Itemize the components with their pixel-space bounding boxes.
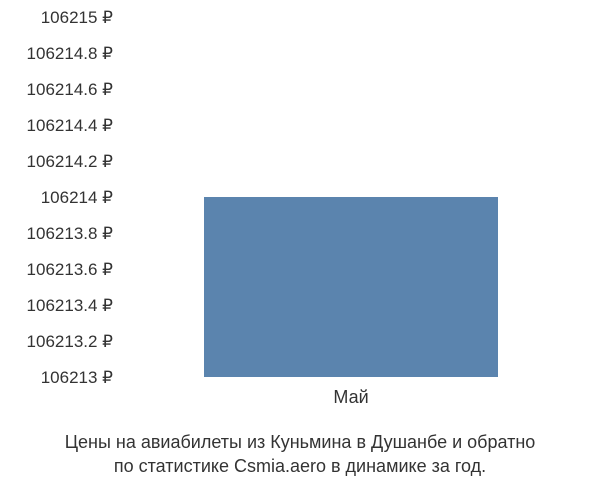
plot-area: 106215 ₽106214.8 ₽106214.6 ₽106214.4 ₽10…: [120, 18, 580, 378]
x-tick-label: Май: [333, 387, 368, 408]
y-tick-label: 106214 ₽: [41, 188, 113, 208]
y-tick-label: 106213 ₽: [41, 368, 113, 388]
y-tick-label: 106214.2 ₽: [27, 152, 113, 172]
caption-line-1: Цены на авиабилеты из Куньмина в Душанбе…: [65, 432, 536, 452]
y-tick-label: 106213.2 ₽: [27, 332, 113, 352]
y-tick-label: 106215 ₽: [41, 8, 113, 28]
caption-line-2: по статистике Csmia.aero в динамике за г…: [114, 456, 486, 476]
price-chart: 106215 ₽106214.8 ₽106214.6 ₽106214.4 ₽10…: [0, 18, 600, 378]
y-tick-label: 106213.6 ₽: [27, 260, 113, 280]
y-tick-label: 106214.8 ₽: [27, 44, 113, 64]
y-tick-label: 106213.8 ₽: [27, 224, 113, 244]
y-tick-label: 106214.4 ₽: [27, 116, 113, 136]
y-tick-label: 106213.4 ₽: [27, 296, 113, 316]
chart-caption: Цены на авиабилеты из Куньмина в Душанбе…: [0, 430, 600, 479]
y-tick-label: 106214.6 ₽: [27, 80, 113, 100]
bar: [204, 197, 498, 377]
